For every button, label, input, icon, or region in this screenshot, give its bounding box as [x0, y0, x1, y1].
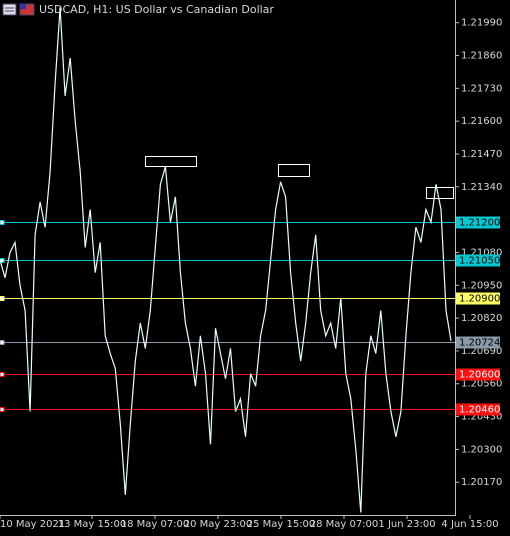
y-tick-label: 1.21860	[461, 51, 502, 62]
level-tag	[456, 368, 500, 381]
level-tag	[456, 216, 500, 229]
x-tick-label: 10 May 2021	[0, 519, 65, 530]
y-tick-label: 1.20430	[461, 412, 502, 423]
y-tick-label: 1.20560	[461, 379, 502, 390]
x-tick-label: 20 May 23:00	[184, 519, 253, 530]
level-handle	[0, 340, 5, 345]
y-tick-label: 1.20300	[461, 444, 502, 455]
icon	[19, 3, 35, 16]
y-tick-label: 1.20170	[461, 477, 502, 488]
x-tick-label: 4 Jun 15:00	[441, 519, 498, 530]
level-tag	[456, 292, 500, 305]
level-label: 1.21200	[459, 218, 500, 229]
level-tag	[456, 254, 500, 267]
annotation-boxes	[145, 156, 454, 199]
level-tag	[456, 403, 500, 416]
y-tick-label: 1.20950	[461, 280, 502, 291]
annotation-box	[145, 156, 197, 167]
level-handle	[0, 258, 5, 263]
level-tag	[456, 336, 500, 349]
y-tick-label: 1.21600	[461, 116, 502, 127]
chart-title: USDCAD, H1: US Dollar vs Canadian Dollar	[39, 3, 274, 16]
x-tick-label: 1 Jun 23:00	[378, 519, 435, 530]
symbol-icons	[2, 3, 35, 16]
x-tick-label: 13 May 15:00	[58, 519, 127, 530]
y-tick-label: 1.21730	[461, 83, 502, 94]
y-tick-label: 1.21990	[461, 18, 502, 29]
level-label: 1.20460	[459, 405, 500, 416]
annotation-box	[426, 187, 454, 199]
level-label: 1.20724	[459, 338, 500, 349]
level-label: 1.20600	[459, 370, 500, 381]
level-handle	[0, 407, 5, 412]
y-tick-label: 1.20820	[461, 313, 502, 324]
x-tick-label: 18 May 07:00	[121, 519, 190, 530]
icon	[2, 3, 17, 16]
price-line	[0, 7, 452, 513]
level-handle	[0, 296, 5, 301]
x-tick-label: 28 May 07:00	[310, 519, 379, 530]
y-tick-label: 1.21470	[461, 149, 502, 160]
level-label: 1.21050	[459, 256, 500, 267]
level-handle	[0, 220, 5, 225]
icon	[20, 4, 26, 9]
x-tick-label: 25 May 15:00	[247, 519, 316, 530]
y-tick-label: 1.21340	[461, 182, 502, 193]
level-label: 1.20900	[459, 294, 500, 305]
level-handle	[0, 372, 5, 377]
y-tick-label: 1.21080	[461, 247, 502, 258]
y-tick-label: 1.20690	[461, 346, 502, 357]
annotation-box	[278, 164, 310, 177]
